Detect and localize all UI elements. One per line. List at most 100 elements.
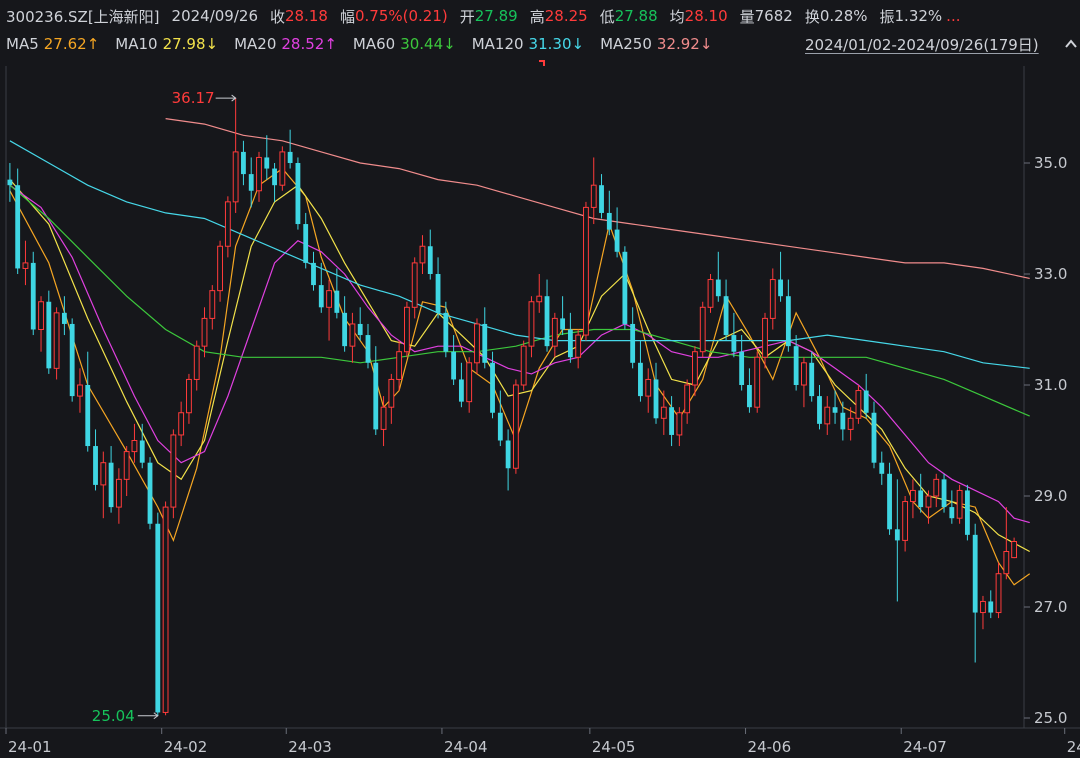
marker-icon — [539, 60, 545, 66]
candle — [660, 390, 667, 435]
candle-body — [614, 229, 620, 252]
candle-body — [53, 312, 60, 369]
candle — [349, 312, 356, 363]
ma250-label: MA250 — [600, 35, 652, 53]
candle — [964, 484, 970, 541]
collapse-button[interactable] — [1062, 33, 1080, 55]
candle — [318, 262, 324, 313]
candle-body — [817, 396, 822, 424]
candle-body — [15, 185, 21, 269]
close-label: 收 — [270, 7, 286, 26]
ma-legend: MA5 27.62↑ MA10 27.98↓ MA20 28.52↑ MA60 … — [6, 32, 712, 56]
candle-body — [458, 379, 464, 402]
candle-body — [692, 351, 698, 386]
candle-body — [178, 412, 185, 436]
ma-line-ma60 — [9, 184, 1030, 417]
candle-body — [809, 362, 815, 397]
candle-body — [61, 312, 67, 324]
candle-body — [887, 473, 892, 530]
candle-body — [451, 351, 457, 380]
candle — [676, 407, 683, 447]
volume-label: 量 — [739, 7, 755, 26]
candle — [956, 484, 963, 524]
candle-body — [100, 462, 107, 486]
x-tick-label: 24-03 — [288, 738, 332, 756]
candle — [614, 207, 620, 258]
candle — [941, 473, 947, 513]
candle — [536, 274, 543, 313]
candle-body — [349, 323, 356, 347]
candle-body — [38, 301, 44, 330]
candle — [824, 396, 831, 435]
x-tick-label: 24-01 — [8, 738, 52, 756]
candle-body — [295, 163, 301, 225]
candle — [544, 279, 550, 352]
candle-body — [279, 151, 286, 186]
more-indicator[interactable]: ... — [946, 7, 961, 25]
candle — [918, 473, 924, 513]
low-annotation: 25.04 — [92, 707, 135, 725]
candle — [817, 385, 822, 430]
candle-body — [676, 412, 683, 436]
candle — [785, 279, 791, 352]
date-range[interactable]: 2024/01/02-2024/09/26(179日) — [805, 32, 1039, 56]
candle — [69, 318, 75, 402]
candle-body — [318, 285, 324, 308]
stock-code[interactable]: 300236.SZ[上海新阳] — [6, 7, 160, 26]
candle-body — [170, 434, 177, 508]
candle — [30, 251, 36, 336]
candle-body — [303, 224, 309, 263]
quote-header: 300236.SZ[上海新阳] 2024/09/26 收 28.18 幅 0.7… — [6, 4, 960, 28]
candle-body — [669, 407, 674, 435]
candle-body — [1011, 541, 1018, 559]
candle-body — [217, 245, 223, 292]
candle-body — [972, 534, 978, 613]
candle-body — [505, 440, 511, 469]
candle — [388, 373, 395, 424]
candle-body — [46, 301, 52, 369]
candle-body — [443, 312, 449, 352]
grid-lines — [0, 66, 1080, 729]
high-arrow-head — [231, 94, 237, 102]
candle — [209, 285, 216, 330]
close-value: 28.18 — [285, 7, 328, 25]
candle — [224, 196, 231, 258]
candle-body — [638, 362, 643, 397]
candle-body — [427, 246, 433, 274]
candle-body — [30, 262, 36, 330]
candle — [201, 307, 208, 358]
candle — [193, 340, 200, 391]
candle-body — [466, 362, 473, 403]
change-value: 0.75%(0.21) — [354, 7, 448, 25]
candle-body — [925, 495, 932, 508]
candle — [769, 268, 776, 330]
candle — [396, 340, 403, 391]
candle — [739, 335, 745, 391]
candle — [77, 368, 83, 413]
quote-date: 2024/09/26 — [171, 7, 258, 25]
candle — [871, 401, 877, 469]
candle-body — [793, 346, 799, 385]
volume-value: 7682 — [754, 7, 793, 25]
candle — [248, 157, 254, 208]
date-range-text[interactable]: 2024/01/02-2024/09/26(179日) — [805, 35, 1039, 54]
candle-body — [918, 490, 924, 508]
ma-line-ma5 — [9, 167, 1031, 586]
candle — [403, 301, 410, 358]
candle-body — [575, 334, 582, 358]
candle — [909, 479, 916, 519]
ma60-value: 30.44↓ — [400, 35, 456, 53]
candle — [490, 351, 495, 419]
candle-body — [995, 573, 1002, 614]
candle — [466, 357, 473, 413]
candle — [373, 346, 379, 435]
candle — [178, 401, 185, 447]
candle — [474, 318, 480, 374]
candle-body — [342, 312, 348, 347]
low-label: 低 — [599, 7, 615, 26]
candle — [505, 429, 511, 491]
candle-body — [482, 323, 488, 363]
ma10-label: MA10 — [115, 35, 158, 53]
candle-body — [699, 306, 706, 353]
